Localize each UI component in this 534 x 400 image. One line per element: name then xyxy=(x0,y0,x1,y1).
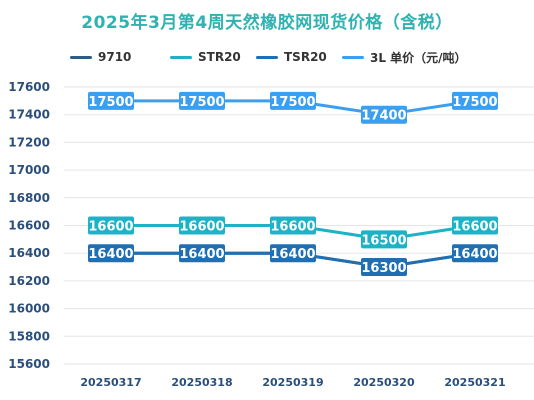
x-tick-label: 20250318 xyxy=(171,376,232,389)
data-label: 16400 xyxy=(270,247,315,262)
x-tick-label: 20250319 xyxy=(262,376,323,389)
data-label-box xyxy=(270,244,316,263)
y-tick-label: 17200 xyxy=(8,135,50,149)
legend-swatch-3l xyxy=(342,55,364,59)
legend-item-tsr20: TSR20 xyxy=(256,48,327,66)
data-label: 16400 xyxy=(452,247,497,262)
legend-swatch-9710 xyxy=(70,55,92,59)
y-tick-label: 15800 xyxy=(8,329,50,343)
data-label: 16600 xyxy=(88,220,133,235)
data-label: 17500 xyxy=(179,95,224,110)
data-label-box xyxy=(361,230,407,249)
legend-item-str20: STR20 xyxy=(170,48,241,66)
data-label: 16600 xyxy=(452,220,497,235)
chart-title: 2025年3月第4周天然橡胶网现货价格（含税） xyxy=(81,13,453,33)
x-tick-label: 20250321 xyxy=(444,376,505,389)
data-label-box xyxy=(452,244,498,263)
data-label: 16400 xyxy=(88,247,133,262)
data-label: 17400 xyxy=(361,109,406,124)
y-tick-label: 16000 xyxy=(8,302,50,316)
data-label-box xyxy=(361,105,407,124)
data-label-box xyxy=(452,216,498,235)
legend-swatch-tsr20 xyxy=(256,55,278,59)
chart-legend: 9710 STR20 TSR20 3L 单价（元/吨） xyxy=(70,48,530,66)
data-label: 16600 xyxy=(270,220,315,235)
data-label: 16300 xyxy=(361,261,406,276)
data-label-box xyxy=(179,216,225,235)
data-label-box xyxy=(88,91,134,110)
y-tick-label: 17400 xyxy=(8,108,50,122)
legend-label-str20: STR20 xyxy=(198,50,241,64)
x-tick-label: 20250317 xyxy=(80,376,141,389)
data-label: 17500 xyxy=(452,95,497,110)
y-tick-label: 17600 xyxy=(8,80,50,94)
y-tick-label: 16200 xyxy=(8,274,50,288)
legend-item-3l: 3L 单价（元/吨） xyxy=(342,48,467,66)
data-label: 17500 xyxy=(88,95,133,110)
y-tick-label: 15600 xyxy=(8,357,50,371)
y-tick-label: 17000 xyxy=(8,163,50,177)
x-tick-label: 20250320 xyxy=(353,376,415,389)
data-label: 17500 xyxy=(270,95,315,110)
legend-label-9710: 9710 xyxy=(98,50,132,64)
data-label: 16600 xyxy=(179,220,224,235)
y-tick-label: 16800 xyxy=(8,191,50,205)
data-label-box xyxy=(179,91,225,110)
legend-label-tsr20: TSR20 xyxy=(284,50,327,64)
y-tick-label: 16600 xyxy=(8,219,50,233)
y-tick-label: 16400 xyxy=(8,246,50,260)
data-label: 16500 xyxy=(361,233,406,248)
legend-item-9710: 9710 xyxy=(70,48,131,66)
data-label-box xyxy=(88,244,134,263)
data-label: 16400 xyxy=(179,247,224,262)
data-label-box xyxy=(270,91,316,110)
legend-label-3l: 3L 单价（元/吨） xyxy=(370,50,467,65)
data-label-box xyxy=(452,91,498,110)
data-label-box xyxy=(270,216,316,235)
data-label-box xyxy=(179,244,225,263)
data-label-box xyxy=(361,258,407,277)
data-label-box xyxy=(88,216,134,235)
legend-swatch-str20 xyxy=(170,55,192,59)
